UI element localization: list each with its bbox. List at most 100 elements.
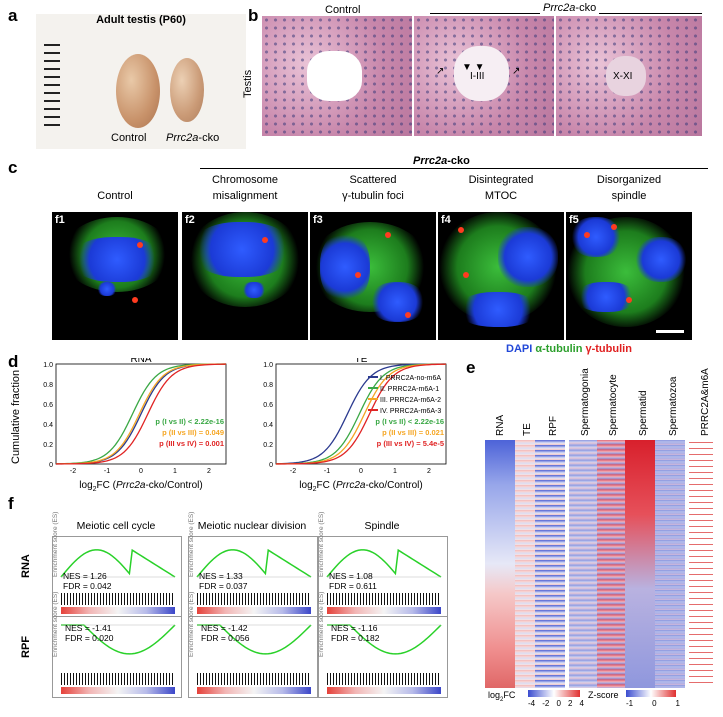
heatmap-column-label: Spermatocyte <box>608 374 619 436</box>
enrichment-curve <box>196 548 312 578</box>
gsea-plot: NES = -1.42 FDR = 0.056 Enrichment score (… <box>188 592 318 698</box>
x-axis-label: log2FC (Prrc2a-cko/Control) <box>79 480 202 493</box>
gsea-y-label: Enrichment score (ES) <box>52 511 59 577</box>
c-cko-label: Prrc2a-cko <box>410 155 473 167</box>
ruler <box>44 44 60 129</box>
y-tick-label: 0.8 <box>263 382 273 389</box>
x-tick-label: 1 <box>173 468 177 475</box>
gsea-plot: NES = 1.26 FDR = 0.042 Enrichment score (E… <box>52 512 182 618</box>
gsea-stats: NES = 1.33 FDR = 0.037 <box>199 571 248 591</box>
heat-rna <box>485 440 515 688</box>
b-control-label: Control <box>325 4 361 16</box>
tile-label: f4 <box>441 214 451 226</box>
panel-label-c: c <box>8 158 18 177</box>
panel-label-f: f <box>8 494 14 513</box>
legend-entry: I. PRRC2A-no-m6A <box>380 375 441 382</box>
c-column-title: Control <box>97 190 133 202</box>
lumen <box>307 51 362 101</box>
heatmap <box>485 440 713 688</box>
heat-prrc2a-m6a <box>689 440 713 688</box>
microscopy-tile: f4 <box>438 212 564 340</box>
gsea-plot: NES = 1.33 FDR = 0.037 Enrichment score (E… <box>188 512 318 618</box>
gsea-column-title: Meiotic cell cycle <box>76 520 156 532</box>
z-colorbar-ticks: -1 0 1 <box>626 699 680 708</box>
legend-entry: II. PRRC2A-m6A-1 <box>380 386 439 393</box>
c-cko-bar <box>200 168 708 169</box>
y-tick-label: 0.2 <box>263 442 273 449</box>
gsea-stats: NES = 1.26 FDR = 0.042 <box>63 571 112 591</box>
gsea-stats: NES = -1.16 FDR = 0.182 <box>331 623 380 643</box>
photo-title: Adult testis (P60) <box>96 14 186 26</box>
hit-ticks <box>197 593 311 605</box>
f-row-rpf: RPF <box>20 636 32 658</box>
c-column-title: Scattered γ-tubulin foci <box>342 174 404 202</box>
x-tick-label: -1 <box>104 468 110 475</box>
cdf-line <box>55 363 227 465</box>
control-label: Control <box>111 132 147 144</box>
heatmap-column-label: RPF <box>548 416 559 436</box>
heatmap-column-label: TE <box>522 423 533 436</box>
arrow-icon: ↗ <box>436 66 445 77</box>
fc-colorbar <box>528 690 580 697</box>
y-tick-label: 0.4 <box>43 422 53 429</box>
c-column-title: Disintegrated MTOC <box>468 174 534 202</box>
heatmap-column-label: Spermatid <box>638 390 649 436</box>
gsea-stats: NES = 1.08 FDR = 0.611 <box>329 571 377 591</box>
x-tick-label: 2 <box>207 468 211 475</box>
y-tick-label: 0 <box>269 462 273 469</box>
hit-ticks <box>61 593 175 605</box>
heatmap-column-label: RNA <box>495 414 506 436</box>
enrichment-curve <box>326 548 442 578</box>
fc-colorbar-label: log2FC <box>488 690 516 703</box>
enrichment-curve <box>327 624 442 655</box>
heat-spermatogonia <box>569 440 597 688</box>
p-value-text: p (I vs II) < 2.22e-16 <box>375 417 444 426</box>
gsea-stats: NES = -1.42 FDR = 0.056 <box>201 623 250 643</box>
b-side-label: Testis <box>242 69 254 98</box>
f-row-rna: RNA <box>20 554 32 578</box>
fc-colorbar-ticks: -4 -2 0 2 4 <box>528 699 584 708</box>
heat-rpf <box>535 440 565 688</box>
rank-bar <box>327 607 441 614</box>
heat-spermatocyte <box>597 440 625 688</box>
x-tick-label: -2 <box>70 468 76 475</box>
gsea-y-label: Enrichment score (ES) <box>318 591 325 657</box>
p-value-text: p (III vs IV) = 5.4e-5 <box>377 439 444 448</box>
panel-label-d: d <box>8 352 19 371</box>
gsea-y-label: Enrichment score (ES) <box>52 591 59 657</box>
stage-label-2: X-XI <box>613 71 633 82</box>
enrichment-curve <box>197 624 312 655</box>
scale-bar <box>656 330 684 333</box>
gsea-plot: NES = -1.16 FDR = 0.182 Enrichment score (… <box>318 592 448 698</box>
y-tick-label: 1.0 <box>43 362 53 369</box>
microscopy-tile: f3 <box>310 212 436 340</box>
legend-entry: III. PRRC2A-m6A-2 <box>380 397 441 404</box>
chart-title: TE <box>355 358 368 365</box>
hit-ticks <box>61 673 175 685</box>
gsea-stats: NES = -1.41 FDR = 0.020 <box>65 623 114 643</box>
rank-bar <box>61 687 175 694</box>
panel-label-a: a <box>8 6 18 25</box>
cko-testis <box>170 58 204 122</box>
y-tick-label: 0 <box>49 462 53 469</box>
enrichment-curve <box>61 624 176 655</box>
arrowhead-icon: ▼ ▼ <box>462 62 485 73</box>
p-value-text: p (II vs III) = 0.049 <box>162 428 224 437</box>
rank-bar <box>197 607 311 614</box>
control-testis <box>116 54 160 128</box>
tile-label: f1 <box>55 214 65 226</box>
z-colorbar <box>626 690 676 697</box>
x-tick-label: 0 <box>139 468 143 475</box>
p-value-text: p (III vs IV) = 0.001 <box>159 439 224 448</box>
x-tick-label: 2 <box>427 468 431 475</box>
panel-label-e: e <box>466 358 476 377</box>
x-tick-label: 0 <box>359 468 363 475</box>
x-tick-label: -1 <box>324 468 330 475</box>
hit-ticks <box>327 673 441 685</box>
heatmap-column-label: Spermatozoa <box>668 376 679 436</box>
testis-photo: Adult testis (P60) Control Prrc2a-cko <box>36 14 246 149</box>
p-value-text: p (II vs III) = 0.021 <box>382 428 444 437</box>
c-legend: DAPI α-tubulin γ-tubulin <box>506 343 632 355</box>
tile-label: f2 <box>185 214 195 226</box>
c-column-title: Disorganized spindle <box>596 174 662 202</box>
